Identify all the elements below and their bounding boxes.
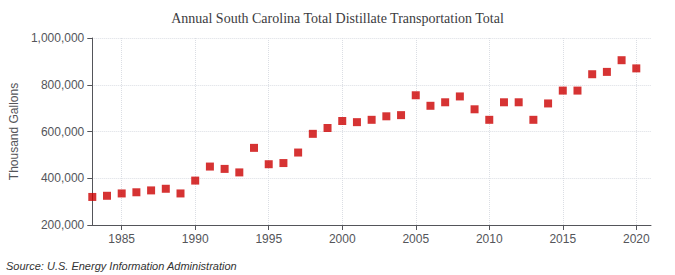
svg-text:400,000: 400,000 [41,171,85,185]
svg-text:Annual South Carolina Total Di: Annual South Carolina Total Distillate T… [171,11,504,26]
svg-text:1995: 1995 [255,232,282,246]
svg-text:1990: 1990 [182,232,209,246]
svg-text:1,000,000: 1,000,000 [31,31,85,45]
svg-text:600,000: 600,000 [41,125,85,139]
svg-text:800,000: 800,000 [41,78,85,92]
svg-text:2015: 2015 [549,232,576,246]
svg-text:200,000: 200,000 [41,218,85,232]
svg-text:Source: U.S. Energy Informatio: Source: U.S. Energy Information Administ… [6,260,237,272]
svg-text:2005: 2005 [402,232,429,246]
svg-text:Thousand Gallons: Thousand Gallons [7,83,21,180]
svg-text:2000: 2000 [329,232,356,246]
svg-text:2010: 2010 [476,232,503,246]
svg-text:1985: 1985 [108,232,135,246]
svg-text:2020: 2020 [623,232,650,246]
